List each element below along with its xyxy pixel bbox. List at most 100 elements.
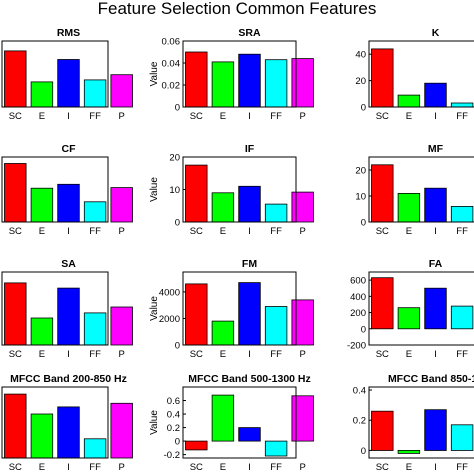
x-tick-label: SC bbox=[190, 111, 203, 122]
x-tick-label: P bbox=[300, 226, 306, 237]
panel-mfcc-band-200-850-hz: MFCC Band 200-850 Hz SC E I FF P bbox=[1, 373, 133, 473]
y-axis-label: Value bbox=[149, 61, 160, 86]
x-tick-label: SC bbox=[190, 349, 203, 360]
x-tick-label: I bbox=[434, 462, 437, 473]
bar-sc bbox=[185, 283, 208, 346]
y-tick-label: 0.6 bbox=[167, 396, 180, 407]
y-tick-label: 4000 bbox=[159, 287, 180, 298]
bar-ff bbox=[264, 59, 288, 108]
panel-title: CF bbox=[62, 143, 77, 155]
bar-ff bbox=[264, 203, 288, 223]
x-tick-label: E bbox=[220, 349, 226, 360]
bar-e bbox=[30, 81, 54, 108]
y-axis-label: Value bbox=[149, 410, 160, 435]
panel-title: SA bbox=[61, 258, 76, 270]
bar-p bbox=[291, 191, 314, 223]
panel-rms: RMS SC E I FF P bbox=[1, 27, 133, 122]
y-tick-label: 0.4 bbox=[167, 410, 180, 421]
x-tick-label: E bbox=[39, 462, 45, 473]
y-tick-label: -200 bbox=[347, 341, 366, 352]
bar-ff bbox=[450, 102, 474, 108]
y-tick-label: 0 bbox=[361, 324, 366, 335]
x-tick-label: P bbox=[119, 462, 125, 473]
panel-title: MF bbox=[428, 143, 444, 155]
x-tick-label: SC bbox=[9, 111, 22, 122]
bar-e bbox=[30, 187, 54, 223]
x-tick-label: FF bbox=[270, 462, 282, 473]
panel-fm: FM 0 2000 4000 SC E I FF P Value bbox=[149, 258, 314, 360]
bar-sc bbox=[371, 48, 394, 108]
x-tick-label: E bbox=[406, 462, 412, 473]
bar-ff bbox=[450, 205, 474, 223]
axes-box bbox=[182, 271, 297, 346]
y-tick-label: 0 bbox=[361, 218, 366, 229]
x-tick-label: FF bbox=[270, 349, 282, 360]
y-tick-label: 20 bbox=[355, 76, 366, 87]
bar-ff bbox=[264, 440, 288, 457]
x-tick-label: I bbox=[67, 349, 70, 360]
bar-i bbox=[238, 282, 261, 346]
bar-i bbox=[57, 183, 80, 223]
x-tick-label: P bbox=[119, 349, 125, 360]
x-tick-label: I bbox=[67, 462, 70, 473]
x-tick-label: FF bbox=[89, 349, 101, 360]
x-tick-label: P bbox=[119, 111, 125, 122]
x-tick-label: E bbox=[39, 111, 45, 122]
figure-title: Feature Selection Common Features bbox=[98, 0, 377, 18]
x-tick-label: SC bbox=[376, 462, 389, 473]
axes-box bbox=[368, 386, 474, 459]
panel-sra: SRA 0 0.02 0.04 0.06 SC E I FF P Value bbox=[149, 27, 314, 122]
panel-title: FA bbox=[429, 258, 443, 270]
y-tick-label: 0.2 bbox=[353, 416, 366, 427]
bar-sc bbox=[4, 393, 27, 459]
y-tick-label: 0 bbox=[175, 341, 180, 352]
x-tick-label: P bbox=[119, 226, 125, 237]
x-tick-label: FF bbox=[270, 111, 282, 122]
panel-sa: SA SC E I FF P bbox=[1, 258, 133, 360]
bar-sc bbox=[371, 164, 394, 223]
x-tick-label: P bbox=[300, 462, 306, 473]
x-tick-label: SC bbox=[9, 462, 22, 473]
bar-e bbox=[211, 192, 235, 223]
panel-mfcc-band-850-19: MFCC Band 850-19 0 0.2 0.4 SC E I FF bbox=[353, 373, 474, 473]
bar-e bbox=[397, 94, 421, 108]
x-tick-label: FF bbox=[89, 111, 101, 122]
x-tick-label: E bbox=[406, 111, 412, 122]
x-tick-label: FF bbox=[456, 111, 468, 122]
y-tick-label: 0.06 bbox=[162, 37, 181, 48]
x-tick-label: E bbox=[220, 462, 226, 473]
x-tick-label: I bbox=[248, 226, 251, 237]
bar-p bbox=[110, 402, 133, 459]
panel-fa: FA -200 0 200 400 600 SC E I FF bbox=[347, 258, 474, 360]
bar-i bbox=[57, 287, 80, 346]
x-tick-label: SC bbox=[376, 226, 389, 237]
y-tick-label: 0 bbox=[175, 437, 180, 448]
bar-p bbox=[291, 395, 314, 442]
y-tick-label: 0.04 bbox=[162, 59, 181, 70]
x-tick-label: E bbox=[406, 349, 412, 360]
y-tick-label: 2000 bbox=[159, 314, 180, 325]
y-tick-label: 20 bbox=[355, 166, 366, 177]
axes-box bbox=[182, 40, 297, 108]
x-tick-label: I bbox=[67, 226, 70, 237]
bar-sc bbox=[4, 282, 27, 346]
x-tick-label: FF bbox=[89, 462, 101, 473]
bar-sc bbox=[185, 440, 208, 451]
bar-p bbox=[291, 58, 314, 108]
y-tick-label: 20 bbox=[169, 153, 180, 164]
bar-ff bbox=[450, 424, 474, 451]
bar-e bbox=[211, 320, 235, 346]
y-tick-label: 0.02 bbox=[162, 81, 181, 92]
bar-ff bbox=[264, 306, 288, 346]
axes-box bbox=[1, 271, 109, 346]
x-tick-label: E bbox=[406, 226, 412, 237]
bar-i bbox=[424, 287, 447, 330]
y-tick-label: 200 bbox=[350, 308, 366, 319]
y-tick-label: 0.4 bbox=[353, 386, 366, 397]
axes-box bbox=[1, 386, 109, 459]
bar-i bbox=[238, 185, 261, 223]
y-tick-label: 400 bbox=[350, 292, 366, 303]
y-tick-label: 0.2 bbox=[167, 423, 180, 434]
panel-cf: CF SC E I FF P bbox=[1, 143, 133, 237]
bar-e bbox=[397, 307, 421, 330]
